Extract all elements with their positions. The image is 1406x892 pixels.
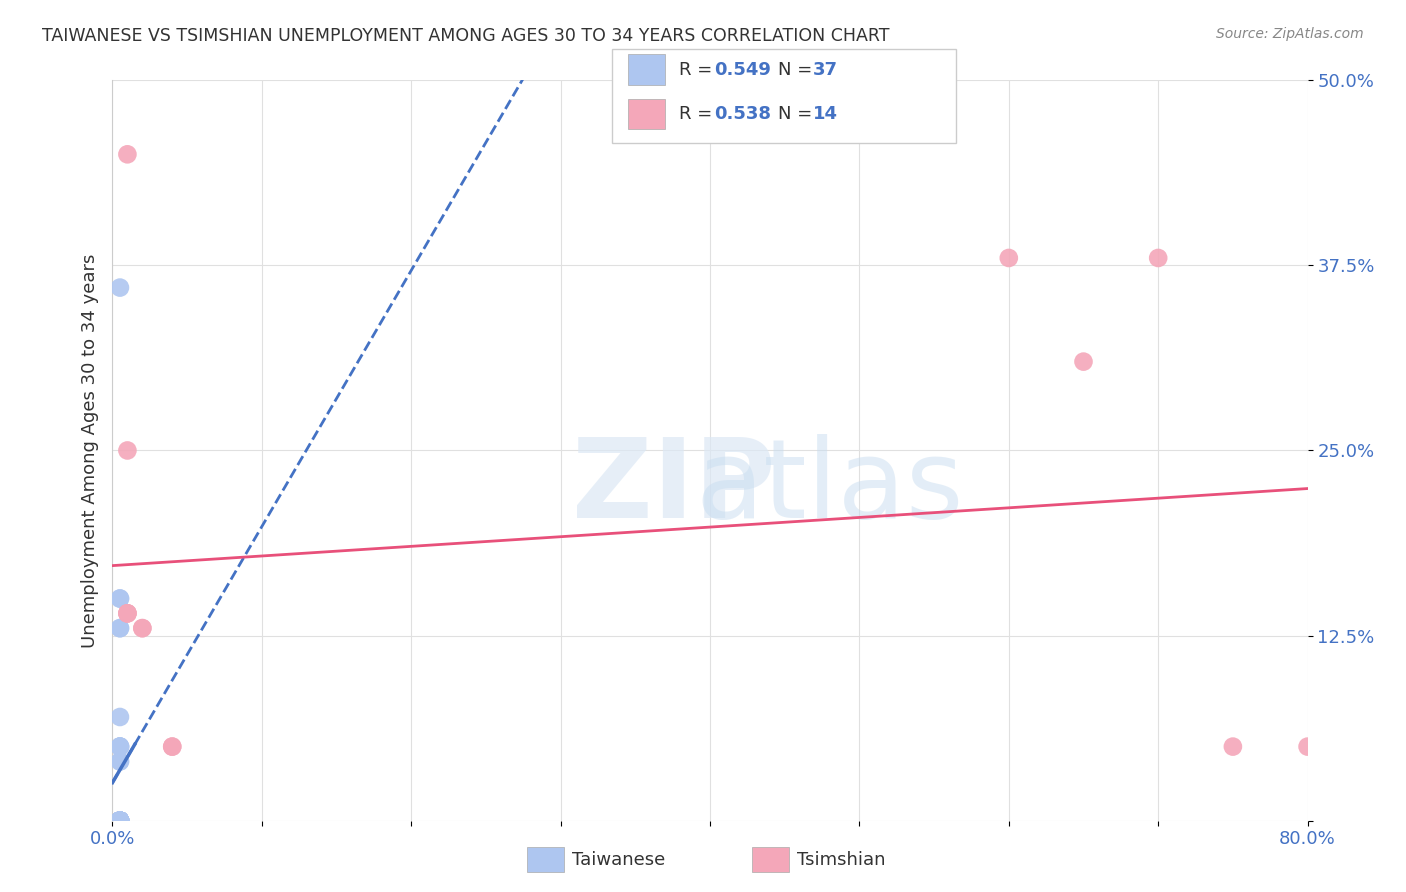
Point [108, 814, 131, 828]
Text: N =: N = [778, 105, 817, 123]
Point [108, 755, 131, 769]
Point [108, 280, 131, 294]
Point [108, 814, 131, 828]
Point [108, 814, 131, 828]
Point [108, 814, 131, 828]
Point [108, 814, 131, 828]
Point [108, 739, 131, 754]
Point [108, 710, 131, 724]
Point [108, 814, 131, 828]
Point [1222, 739, 1244, 754]
Point [1147, 251, 1170, 265]
Y-axis label: Unemployment Among Ages 30 to 34 years: Unemployment Among Ages 30 to 34 years [80, 253, 98, 648]
Text: Source: ZipAtlas.com: Source: ZipAtlas.com [1216, 27, 1364, 41]
Point [108, 814, 131, 828]
Point [162, 739, 183, 754]
Point [108, 814, 131, 828]
Text: 0.538: 0.538 [714, 105, 772, 123]
Point [108, 814, 131, 828]
Point [131, 621, 153, 635]
Point [1073, 354, 1095, 368]
Text: N =: N = [778, 61, 817, 78]
Point [108, 814, 131, 828]
Text: 14: 14 [813, 105, 838, 123]
Point [108, 814, 131, 828]
Point [1296, 739, 1319, 754]
Point [108, 814, 131, 828]
Point [998, 251, 1021, 265]
Point [108, 814, 131, 828]
Point [108, 591, 131, 606]
Point [117, 607, 139, 621]
Point [108, 621, 131, 635]
Point [108, 814, 131, 828]
Point [108, 814, 131, 828]
Point [108, 814, 131, 828]
Point [108, 739, 131, 754]
Text: R =: R = [679, 105, 718, 123]
Point [108, 814, 131, 828]
Point [108, 814, 131, 828]
Text: 37: 37 [813, 61, 838, 78]
Point [108, 755, 131, 769]
Point [117, 443, 139, 458]
Point [108, 814, 131, 828]
Point [108, 814, 131, 828]
Point [108, 591, 131, 606]
Text: TAIWANESE VS TSIMSHIAN UNEMPLOYMENT AMONG AGES 30 TO 34 YEARS CORRELATION CHART: TAIWANESE VS TSIMSHIAN UNEMPLOYMENT AMON… [42, 27, 890, 45]
Point [108, 814, 131, 828]
Text: atlas: atlas [696, 434, 963, 541]
Point [162, 739, 183, 754]
Point [117, 607, 139, 621]
Text: Taiwanese: Taiwanese [572, 851, 665, 869]
Point [131, 621, 153, 635]
Point [108, 814, 131, 828]
Text: ZIP: ZIP [572, 434, 776, 541]
Point [108, 814, 131, 828]
Point [117, 147, 139, 161]
Text: 0.549: 0.549 [714, 61, 770, 78]
Point [108, 739, 131, 754]
Point [108, 814, 131, 828]
Point [117, 607, 139, 621]
Point [108, 814, 131, 828]
Text: Tsimshian: Tsimshian [797, 851, 886, 869]
Point [108, 621, 131, 635]
Point [108, 739, 131, 754]
Text: R =: R = [679, 61, 718, 78]
